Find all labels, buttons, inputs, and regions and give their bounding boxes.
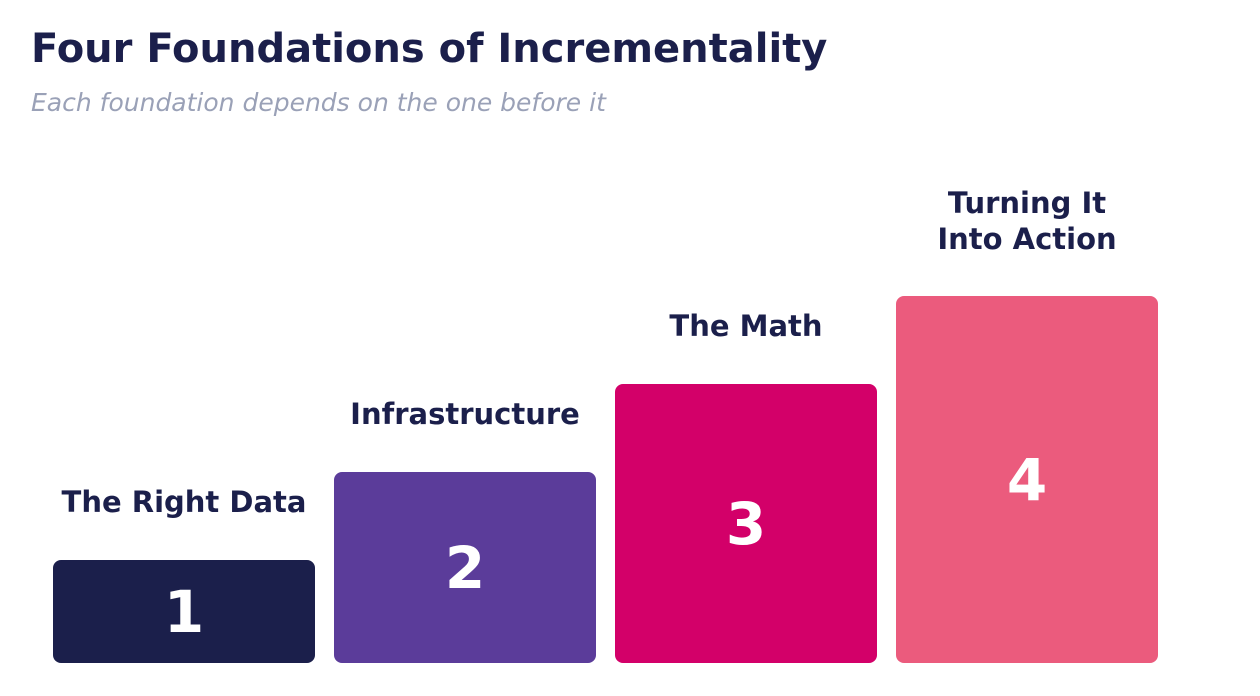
page-subtitle: Each foundation depends on the one befor… bbox=[31, 88, 606, 117]
step-2-number: 2 bbox=[444, 533, 486, 602]
step-2-block: 2 bbox=[334, 472, 596, 663]
page-title: Four Foundations of Incrementality bbox=[31, 26, 828, 72]
step-3-number: 3 bbox=[725, 489, 767, 558]
step-4-number: 4 bbox=[1006, 445, 1048, 514]
step-2-label: Infrastructure bbox=[350, 397, 580, 431]
step-4-label: Turning It Into Action bbox=[937, 186, 1117, 256]
step-1-block: 1 bbox=[53, 560, 315, 663]
step-4-block: 4 bbox=[896, 296, 1158, 663]
step-1-label: The Right Data bbox=[61, 485, 307, 519]
step-3-label: The Math bbox=[669, 309, 823, 343]
step-3-block: 3 bbox=[615, 384, 877, 663]
step-1-number: 1 bbox=[163, 577, 205, 646]
